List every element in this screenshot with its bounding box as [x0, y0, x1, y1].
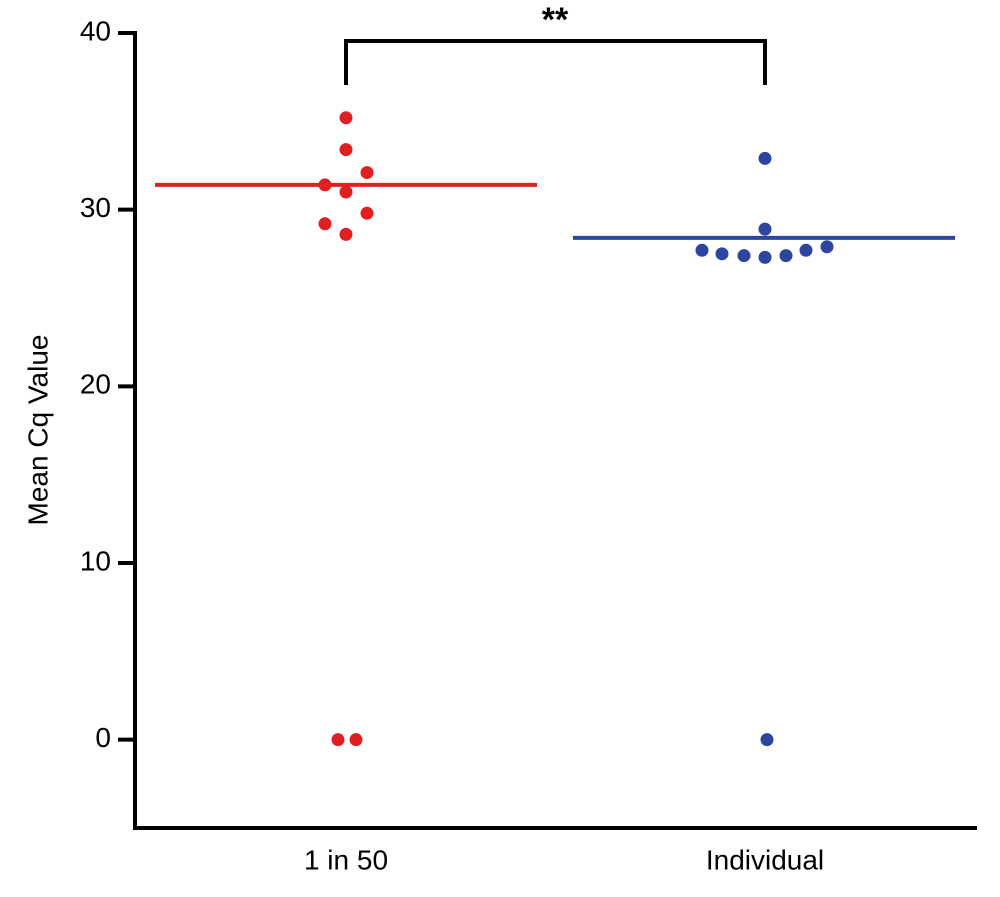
y-tick-label: 10 — [80, 545, 111, 576]
y-tick-label: 30 — [80, 192, 111, 223]
data-point — [360, 206, 374, 220]
x-tick-label: 1 in 50 — [304, 844, 388, 875]
data-point — [318, 217, 332, 231]
data-point — [758, 250, 772, 264]
significance-label: ** — [542, 1, 569, 39]
data-point — [360, 166, 374, 180]
y-tick-label: 40 — [80, 15, 111, 46]
y-tick-label: 0 — [95, 722, 111, 753]
data-point — [737, 249, 751, 263]
data-point — [339, 227, 353, 241]
data-point — [695, 243, 709, 257]
data-point — [758, 151, 772, 165]
data-point — [349, 733, 363, 747]
y-axis-label: Mean Cq Value — [22, 335, 53, 526]
data-point — [339, 185, 353, 199]
data-point — [779, 249, 793, 263]
data-point — [331, 733, 345, 747]
significance-bracket — [344, 39, 767, 85]
x-tick-label: Individual — [706, 844, 824, 875]
data-point — [820, 240, 834, 254]
data-point — [339, 143, 353, 157]
data-point — [799, 243, 813, 257]
data-point — [339, 111, 353, 125]
data-point — [318, 178, 332, 192]
y-tick-label: 20 — [80, 369, 111, 400]
data-point — [715, 247, 729, 261]
data-point — [760, 733, 774, 747]
data-point — [758, 222, 772, 236]
